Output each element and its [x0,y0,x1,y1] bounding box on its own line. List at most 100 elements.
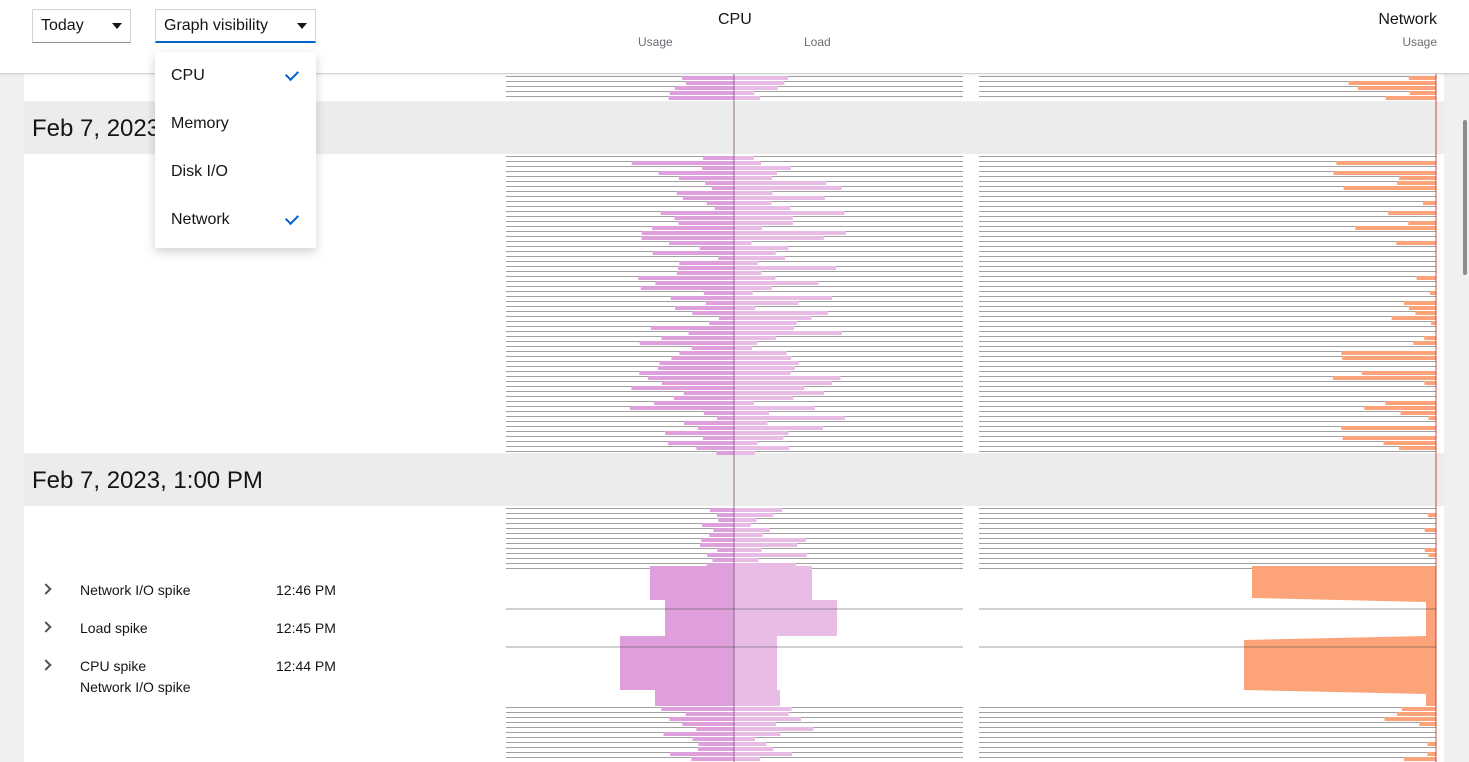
cpu-load-bar [734,176,773,180]
cpu-usage-bar [669,717,734,721]
cpu-usage-bar [652,251,734,255]
cpu-usage-bar [709,533,734,537]
cpu-usage-bar [677,266,734,270]
cpu-usage-bar [678,176,734,180]
time-range-select[interactable]: Today [32,9,131,43]
menu-item-disk-io[interactable]: Disk I/O [155,148,316,196]
cpu-load-bar [734,717,802,721]
cpu-usage-bar [716,451,734,455]
menu-item-memory[interactable]: Memory [155,100,316,148]
cpu-usage-bar [716,513,734,517]
cpu-load-bar [734,271,762,275]
cpu-load-bar [734,236,824,240]
network-usage-bar [1341,426,1436,430]
cpu-usage-bar [698,742,734,746]
network-usage-bar [1427,742,1436,746]
check-icon [284,66,300,82]
cpu-load-bar [734,538,806,542]
cpu-load-bar [734,276,776,280]
cpu-load-bar [734,712,789,716]
cpu-usage-bar [691,757,734,761]
network-usage-bar [1424,548,1436,552]
cpu-load-bar [734,406,815,410]
cpu-usage-bar [670,296,734,300]
network-usage-bar [1408,76,1436,80]
cpu-usage-bar [682,722,734,726]
network-usage-bar [1428,416,1436,420]
network-usage-bar [1413,341,1436,345]
network-usage-bar [1383,441,1436,445]
cpu-usage-bar [669,241,734,245]
cpu-usage-bar [712,558,734,562]
cpu-load-bar [734,246,789,250]
cpu-usage-bar [701,538,734,542]
cpu-usage-bar [679,351,734,355]
cpu-usage-bar [706,563,734,567]
graph-visibility-select[interactable]: Graph visibility [155,9,316,43]
cpu-usage-bar [659,361,734,365]
cpu-usage-bar [675,306,734,310]
cpu-load-bar [734,441,758,445]
menu-item-network[interactable]: Network [155,196,316,244]
cpu-load-spike [734,566,837,706]
cpu-usage-bar [682,76,734,80]
cpu-usage-bar [706,201,734,205]
cpu-usage-bar [668,96,734,100]
network-usage-bar [1424,381,1436,385]
cpu-load-bar [734,371,791,375]
cpu-load-bar [734,376,841,380]
cpu-usage-bar [701,523,734,527]
cpu-load-bar [734,386,805,390]
network-usage-bar [1419,722,1436,726]
cpu-load-bar [734,191,773,195]
cpu-usage-bar [705,181,734,185]
event-time: 12:45 PM [276,620,336,636]
cpu-load-bar [734,381,832,385]
cpu-usage-bar [655,281,734,285]
cpu-usage-bar [661,707,734,711]
cpu-usage-bar [718,518,734,522]
cpu-usage-bar [676,271,734,275]
cpu-usage-bar [705,301,734,305]
cpu-load-bar [734,401,755,405]
cpu-load-bar [734,76,789,80]
cpu-usage-bar [678,221,734,225]
network-usage-bar [1342,356,1436,360]
cpu-load-bar [734,261,758,265]
cpu-load-bar [734,411,770,415]
menu-item-cpu[interactable]: CPU [155,52,316,100]
cpu-usage-bar [670,752,734,756]
cpu-load-bar [734,181,827,185]
time-range-label: Today [41,17,84,34]
network-usage-bar [1428,553,1436,557]
cpu-load-bar [734,91,755,95]
cpu-load-bar [734,558,759,562]
network-usage-bar [1398,176,1436,180]
network-usage-bar [1348,81,1436,85]
network-usage-bar [1343,186,1436,190]
cpu-usage-bar [658,171,734,175]
network-usage-bar [1361,371,1436,375]
cpu-usage-bar [698,426,734,430]
cpu-load-bar [734,196,825,200]
cpu-usage-spike [620,566,734,706]
network-usage-bar [1342,436,1436,440]
cpu-load-bar [734,543,798,547]
cpu-load-bar [734,226,763,230]
cpu-load-bar [734,396,794,400]
network-usage-bar [1427,752,1436,756]
cpu-load-bar [734,523,751,527]
cpu-usage-bar [648,376,734,380]
cpu-usage-bar [718,316,734,320]
cpu-load-bar [734,436,784,440]
network-usage-bar [1404,757,1436,761]
cpu-load-bar [734,326,795,330]
scrollbar-thumb[interactable] [1463,120,1467,275]
cpu-load-bar [734,341,758,345]
cpu-usage-bar [685,81,734,85]
cpu-load-bar [734,533,763,537]
cpu-load-bar [734,161,762,165]
graph-visibility-menu: CPU Memory Disk I/O Network [155,52,316,248]
network-usage-bar [1398,446,1436,450]
cpu-load-bar [734,391,825,395]
